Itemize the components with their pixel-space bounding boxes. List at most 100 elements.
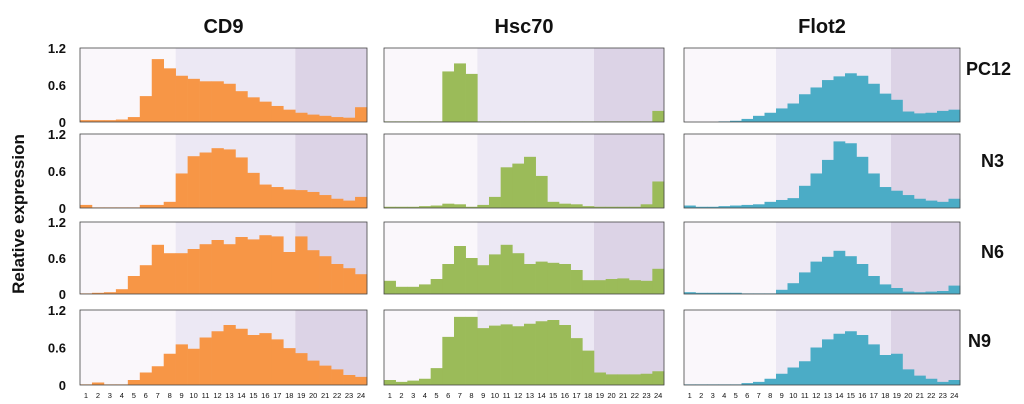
bar	[833, 141, 846, 208]
bar	[395, 381, 408, 385]
x-tick-label: 16	[858, 391, 866, 400]
x-tick-label: 22	[927, 391, 935, 400]
bar	[730, 292, 742, 294]
bar	[891, 99, 903, 122]
bar	[776, 289, 788, 294]
bar	[512, 326, 525, 385]
x-tick-label: 1	[84, 391, 88, 400]
bar	[384, 206, 396, 208]
x-tick-label: 12	[213, 391, 221, 400]
bar	[465, 206, 478, 208]
x-tick-label: 6	[446, 391, 450, 400]
bar	[187, 249, 200, 294]
shading-region	[477, 48, 594, 122]
x-tick-label: 11	[202, 391, 210, 400]
x-tick-label: 1	[388, 391, 392, 400]
bar	[395, 206, 408, 208]
bar	[271, 105, 284, 122]
x-tick-label: 16	[561, 391, 569, 400]
bar	[355, 274, 368, 294]
bar	[570, 204, 583, 208]
y-tick-label: 0.6	[48, 341, 66, 356]
bar	[489, 325, 501, 385]
bar	[115, 289, 129, 294]
bar	[822, 80, 834, 122]
bar	[247, 172, 260, 208]
x-tick-label: 5	[734, 391, 738, 400]
bar	[845, 256, 857, 294]
bar	[247, 97, 260, 122]
y-tick-label: 1.2	[48, 41, 66, 56]
bar	[283, 189, 296, 208]
bar	[500, 167, 513, 208]
panel-n3-hsc70	[383, 133, 665, 209]
panel-frame	[79, 47, 368, 123]
x-tick-label: 18	[285, 391, 293, 400]
bar	[103, 292, 117, 294]
bar	[868, 344, 880, 385]
bar	[845, 73, 857, 122]
bar	[535, 175, 548, 208]
bar	[937, 201, 949, 208]
x-tick-label: 13	[824, 391, 832, 400]
bar	[891, 353, 903, 385]
bar	[223, 149, 236, 208]
x-tick-label: 17	[572, 391, 580, 400]
bar	[640, 280, 653, 294]
bar	[295, 112, 308, 122]
bar	[937, 110, 949, 122]
bar	[343, 268, 356, 294]
bar	[810, 347, 823, 385]
bar	[914, 375, 926, 385]
bar	[259, 235, 272, 294]
bar	[283, 109, 296, 122]
x-tick-label: 18	[881, 391, 889, 400]
bar	[139, 265, 153, 294]
bar	[891, 190, 903, 208]
x-tick-label: 14	[835, 391, 843, 400]
y-tick-label: 0	[59, 201, 66, 216]
panel-n6-flot2	[683, 221, 961, 295]
bar	[799, 272, 811, 294]
bar	[753, 204, 765, 208]
panel-frame	[383, 47, 665, 123]
bar	[419, 378, 431, 385]
x-tick-label: 17	[870, 391, 878, 400]
bar	[115, 119, 129, 122]
bar	[419, 206, 431, 208]
bar	[902, 111, 915, 122]
panel-n9-hsc70: 1 2 3 4 5 6 7 8 9 10 11 12 13 14 15 16 17 18 19 20 21 22 23 24	[383, 309, 665, 400]
bar	[489, 196, 501, 208]
bar	[307, 191, 320, 208]
panel-n9-cd9: 00.61.21 2 3 4 5 6 7 8 9 10 11 12 13 14 15 16 17 18 19 20 21…	[48, 303, 368, 400]
bar	[695, 292, 708, 294]
bar	[741, 383, 754, 385]
x-tick-label: 8	[768, 391, 772, 400]
bar	[91, 120, 105, 122]
y-tick-label: 0.6	[48, 164, 66, 179]
x-tick-label: 4	[120, 391, 124, 400]
bar	[640, 204, 653, 208]
bar	[465, 258, 478, 294]
bar	[891, 288, 903, 294]
bar	[764, 201, 777, 208]
x-tick-label: 2	[699, 391, 703, 400]
panel-frame	[383, 221, 665, 295]
bar	[845, 331, 857, 385]
x-tick-label: 8	[469, 391, 473, 400]
bar	[151, 59, 165, 122]
bar	[139, 96, 153, 122]
bar	[776, 373, 788, 385]
bar	[879, 284, 892, 294]
bar	[524, 264, 536, 294]
bar	[856, 264, 869, 294]
bar	[442, 264, 455, 294]
bar	[163, 201, 176, 208]
shading-region	[80, 134, 176, 208]
bar	[582, 206, 595, 208]
x-tick-label: 20	[607, 391, 615, 400]
bar	[91, 382, 105, 385]
y-tick-label: 0.6	[48, 78, 66, 93]
x-tick-label: 23	[345, 391, 353, 400]
bar	[652, 371, 665, 385]
